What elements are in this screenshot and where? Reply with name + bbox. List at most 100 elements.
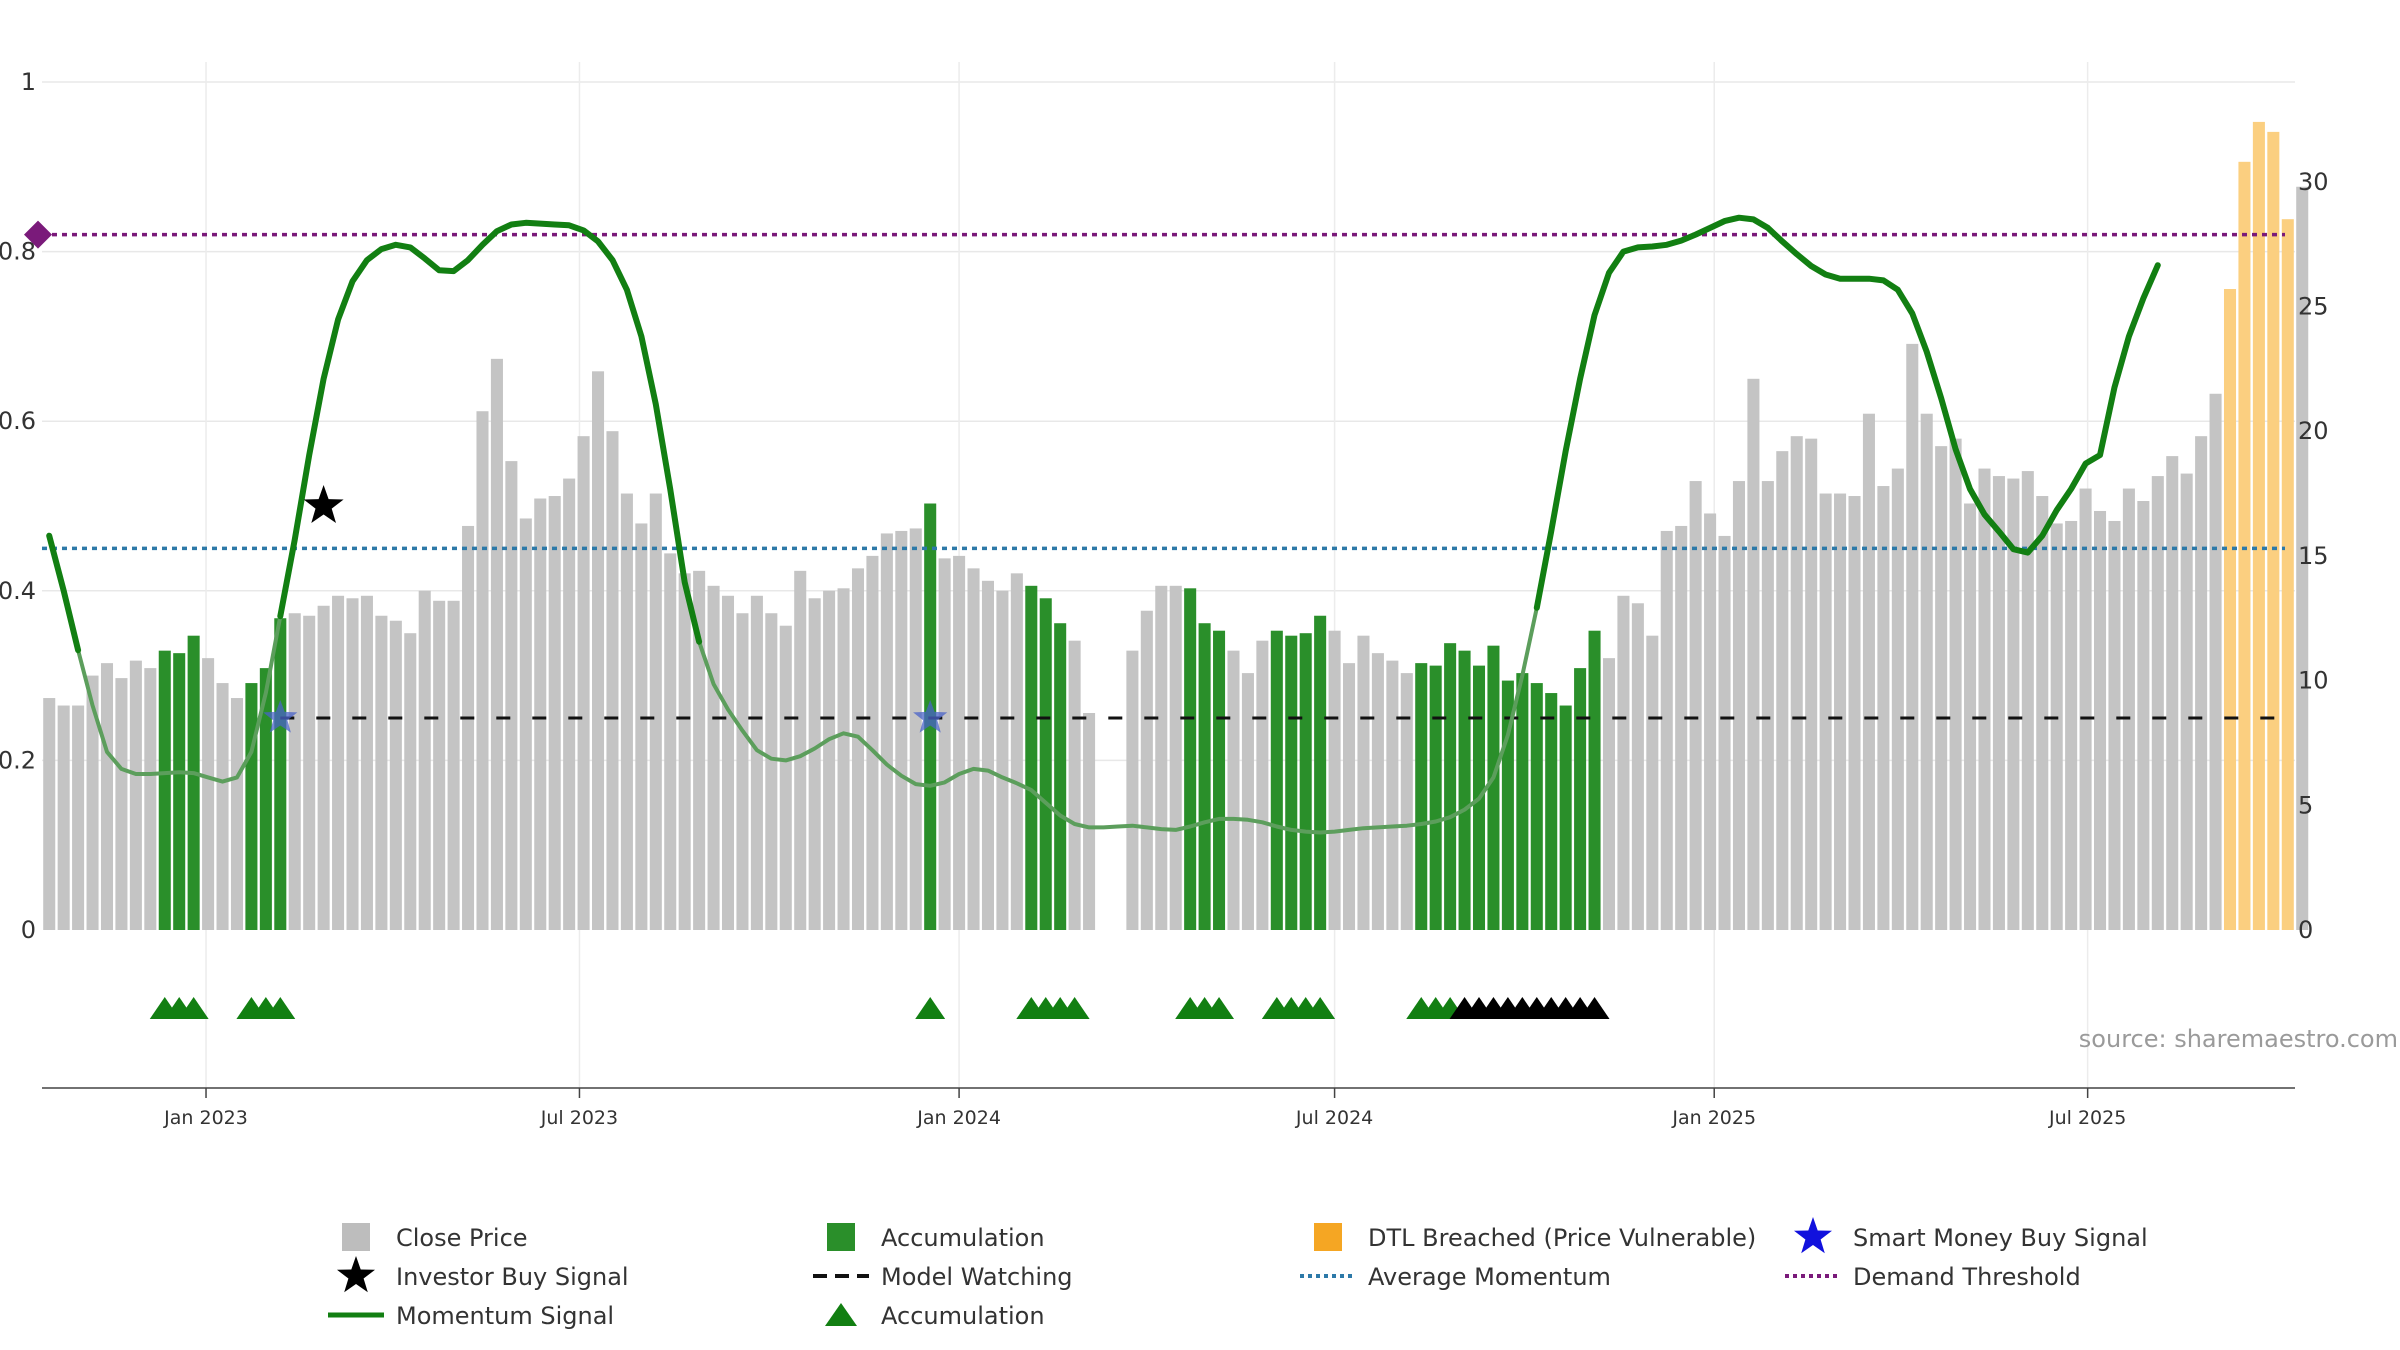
x-tick-label-5: Jul 2025 [2048,1107,2126,1129]
accumulation-bar-8 [158,650,171,930]
close-price-bar-126 [1862,413,1875,930]
close-price-bar-28 [447,600,460,930]
close-price-bar-36 [563,478,576,930]
accumulation-bar-106 [1574,668,1587,930]
close-price-bar-91 [1357,635,1370,930]
close-price-bar-148 [2180,473,2193,930]
close-price-bar-147 [2166,456,2179,930]
source-label: source: sharemaestro.com [2079,1025,2398,1053]
legend-item-4: Investor Buy Signal [337,1256,629,1293]
accumulation-triangle-10 [1059,997,1090,1019]
close-price-bar-125 [1848,496,1861,930]
close-price-bar-135 [1992,476,2005,930]
accumulation-bar-107 [1588,630,1601,930]
tick-labels: Jan 2023 Jul 2023 Jan 2024 Jul 2024 Jan 2025… [0,68,2329,1129]
close-price-bar-149 [2195,436,2208,930]
close-price-bar-117 [1732,481,1745,930]
y-left-tick-label-3: 0.6 [0,407,36,435]
x-tick-label-1: Jul 2023 [540,1107,618,1129]
accumulation-triangle-black-9 [1579,997,1610,1019]
close-price-bar-24 [389,620,402,930]
close-price-bar-108 [1602,658,1616,930]
close-price-bar-44 [678,573,691,930]
close-price-bar-115 [1704,513,1717,930]
close-price-bar-27 [433,600,446,930]
momentum-signal-segment-0 [46,532,82,654]
accumulation-bar-104 [1545,693,1558,930]
y-left-tick-label-2: 0.4 [0,577,36,605]
close-price-bar-134 [1978,468,1991,930]
close-price-bar-59 [895,530,908,930]
close-price-bar-121 [1790,436,1803,930]
legend-item-0: Close Price [342,1223,528,1252]
close-price-bar-72 [1083,713,1096,930]
momentum-signal-line [46,214,2161,835]
close-price-bar-114 [1689,481,1702,930]
legend-item-5: Model Watching [813,1263,1073,1291]
accumulation-bar-103 [1530,683,1543,930]
close-price-bar-19 [317,605,330,930]
x-tick-label-2: Jan 2024 [916,1107,1001,1129]
close-price-bar-127 [1877,486,1890,930]
legend-label-4: Investor Buy Signal [396,1263,629,1291]
accumulation-bar-69 [1039,598,1052,930]
accumulation-bar-79 [1184,588,1197,930]
legend-label-5: Model Watching [881,1263,1073,1291]
legend-label-7: Demand Threshold [1853,1263,2081,1291]
accumulation-triangle-markers [149,997,1610,1019]
legend-swatch-star [1794,1217,1832,1254]
close-price-bar-32 [505,461,518,930]
accumulation-triangle-17 [1305,997,1336,1019]
investor-buy-star-0 [303,485,344,523]
accumulation-triangle-13 [1204,997,1235,1019]
smart-money-buy-star-0 [263,700,298,733]
close-price-bar-13 [230,698,243,930]
close-price-bar-93 [1386,660,1399,930]
close-price-bar-138 [2036,496,2049,930]
legend-label-6: Average Momentum [1368,1263,1611,1291]
accumulation-bar-14 [245,683,258,930]
close-price-bar-139 [2050,523,2063,930]
y-left-tick-label-0: 0 [21,916,36,944]
legend-swatch-star [337,1256,375,1293]
close-price-bar-55 [837,588,850,930]
close-price-bar-123 [1819,493,1832,930]
close-price-bar-82 [1227,650,1240,930]
accumulation-bar-70 [1054,623,1067,930]
legend-item-6: Average Momentum [1300,1263,1611,1291]
close-price-bar-18 [303,615,316,930]
close-price-bar-1 [57,705,70,930]
signal-markers [263,485,948,733]
accumulation-bar-96 [1429,665,1442,930]
y-right-tick-label-2: 10 [2298,667,2329,695]
close-price-bar-133 [1964,503,1977,930]
close-price-bar-145 [2137,501,2150,930]
close-price-bar-5 [115,678,128,930]
legend-label-0: Close Price [396,1224,528,1252]
close-price-bar-141 [2079,488,2092,930]
close-price-bar-17 [288,613,301,930]
close-price-bar-113 [1675,525,1688,930]
close-price-bar-33 [519,518,532,930]
accumulation-bar-102 [1516,673,1529,930]
close-price-bar-92 [1371,653,1384,930]
close-price-bar-116 [1718,535,1731,930]
close-price-bar-37 [577,436,590,930]
momentum-signal-segment-2 [1533,214,2161,611]
legend-swatch-triangle [825,1303,857,1326]
close-price-bar-3 [86,675,99,930]
y-left-tick-label-4: 0.8 [0,238,36,266]
close-price-bar-89 [1328,630,1341,930]
legend-item-8: Momentum Signal [328,1302,614,1330]
accumulation-bar-15 [259,668,272,930]
y-right-tick-label-0: 0 [2298,916,2313,944]
close-price-bar-75 [1126,650,1139,930]
accumulation-triangle-6 [915,997,946,1019]
accumulation-bar-88 [1314,615,1327,930]
legend-label-8: Momentum Signal [396,1302,614,1330]
close-price-bar-56 [851,568,865,930]
close-price-bar-43 [664,553,677,930]
legend-item-7: Demand Threshold [1785,1263,2081,1291]
close-price-bar-78 [1169,585,1182,930]
